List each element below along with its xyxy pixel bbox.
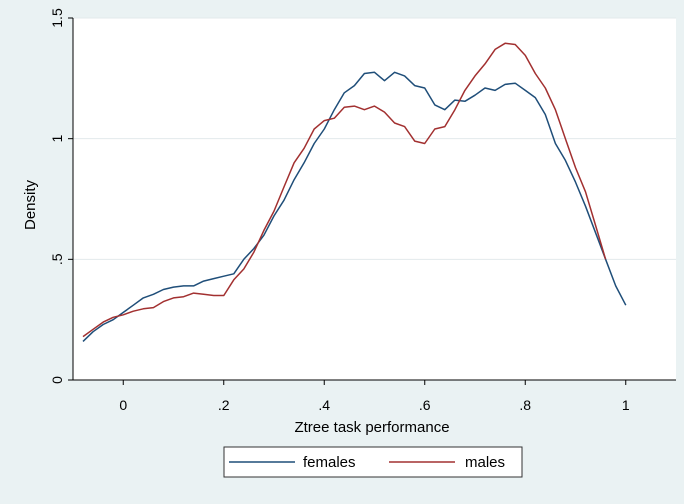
series-line-males: [82, 42, 607, 338]
x-tick-label-0: 0: [119, 397, 127, 413]
legend-label-females: females: [303, 454, 356, 471]
y-axis-label: Density: [22, 179, 39, 230]
y-tick-label-0: 0: [49, 376, 65, 384]
x-tick-label-4: .8: [519, 397, 531, 413]
series-line-females: [82, 71, 627, 342]
axes: 0 .5 1 1.5 0 .2 .4 .6 .8 1: [49, 8, 676, 413]
legend-label-males: males: [465, 454, 505, 471]
series-lines: [82, 42, 627, 342]
x-tick-label-3: .6: [419, 397, 431, 413]
grid-lines: [73, 17, 676, 260]
x-tick-label-2: .4: [318, 397, 330, 413]
x-axis-label: Ztree task performance: [294, 419, 449, 436]
legend: females males: [223, 446, 523, 478]
y-tick-label-1: .5: [49, 253, 65, 265]
x-tick-label-1: .2: [218, 397, 230, 413]
plot-background: [73, 18, 676, 380]
x-tick-label-5: 1: [622, 397, 630, 413]
y-tick-label-2: 1: [49, 135, 65, 143]
y-tick-label-3: 1.5: [49, 8, 65, 28]
